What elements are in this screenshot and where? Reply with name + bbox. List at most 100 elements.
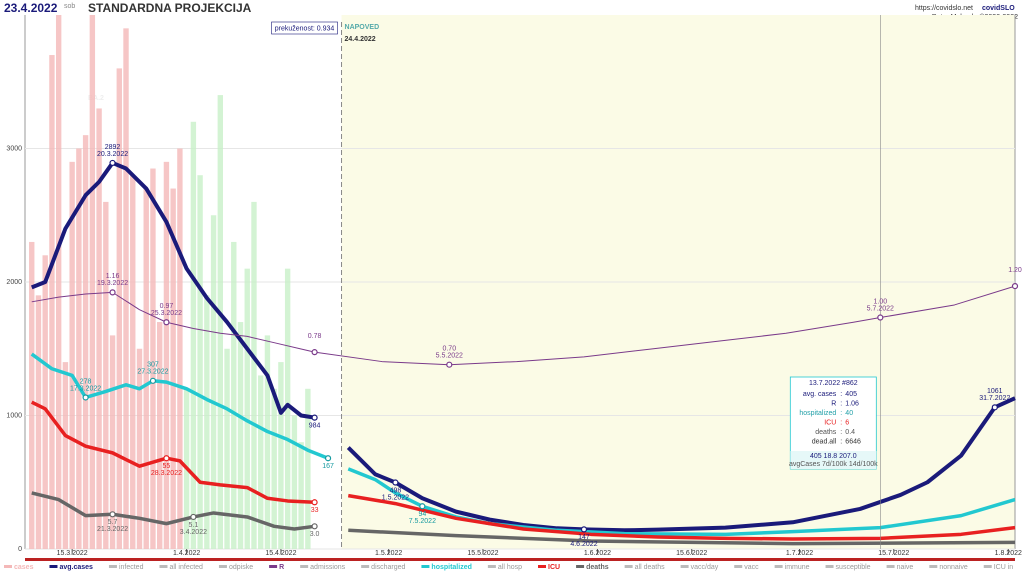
title: STANDARDNA PROJEKCIJA — [88, 1, 252, 15]
legend-swatch — [487, 565, 496, 568]
case-bar — [35, 295, 42, 549]
annotation-dot — [446, 361, 453, 368]
x-tick-label: 15.6.2022 — [676, 550, 707, 557]
legend-label: naive — [897, 564, 914, 571]
infobox-value: 6 — [845, 419, 849, 426]
legend-swatch — [825, 565, 834, 568]
annotation-date: 5.7.2022 — [867, 305, 894, 312]
case-bar — [116, 68, 122, 550]
brand: covidSLO — [982, 5, 1015, 12]
case-bar — [177, 148, 183, 549]
legend-label: infected — [119, 564, 144, 571]
case-bar — [143, 188, 149, 550]
y-tick-label: 0 — [18, 546, 22, 553]
legend-label: vacc/day — [691, 564, 719, 571]
x-tick-label: 1.6.2022 — [584, 550, 611, 557]
legend-label: ICU — [548, 564, 560, 571]
case-bar — [123, 28, 129, 550]
legend-label: avg.cases — [59, 564, 93, 571]
case-bar — [82, 135, 89, 549]
annotation-dot — [109, 289, 116, 296]
annotation-date: 21.3.2022 — [97, 526, 128, 533]
legend-swatch — [421, 565, 430, 568]
legend-label: immune — [785, 564, 810, 571]
annotation-dot — [877, 314, 884, 321]
annotation-value: 5.7 — [108, 519, 118, 526]
legend-label: odpiske — [229, 564, 253, 571]
forecast-label: NAPOVED — [345, 24, 380, 31]
annotation-date: 20.3.2022 — [97, 151, 128, 158]
case-bar — [89, 15, 96, 549]
infobox-value: 1.06 — [845, 400, 859, 407]
legend-label: all deaths — [635, 564, 665, 571]
legend-label: hospitalized — [431, 564, 471, 571]
legend-swatch — [269, 565, 278, 568]
legend-label: deaths — [586, 564, 609, 571]
annotation-date: 3.4.2022 — [180, 529, 207, 536]
case-bar — [284, 268, 291, 549]
case-bar — [150, 168, 156, 549]
annotation-value: 1.16 — [106, 273, 120, 280]
case-bar — [42, 255, 48, 550]
legend-label: ICU in — [994, 564, 1014, 571]
infobox-value: 0.4 — [845, 429, 855, 436]
infobox-label: avg. cases — [803, 391, 837, 398]
annotation-date: 1.5.2022 — [382, 494, 409, 501]
case-bar — [197, 175, 203, 549]
annotation-dot — [109, 511, 116, 518]
legend-label: discharged — [371, 564, 405, 571]
annotation-dot — [109, 159, 116, 167]
annotation-date: 19.3.2022 — [97, 280, 128, 287]
infobox-summary-bg — [790, 451, 877, 469]
variant-label: BA.2 — [88, 95, 104, 102]
infobox-note: avgCases 7d/100k 14d/100k — [789, 461, 878, 468]
infobox-sep: : — [840, 391, 842, 398]
infobox-label: dead.all — [812, 438, 837, 445]
infobox-sep: : — [840, 400, 842, 407]
x-tick-label: 1.4.2022 — [173, 550, 200, 557]
case-bar — [217, 95, 223, 549]
infobox-sep: : — [840, 410, 842, 417]
annotation-date: 4.6.2022 — [570, 541, 597, 548]
infobox-label: hospitalized — [799, 410, 836, 417]
legend-swatch — [4, 565, 12, 568]
annotation-value: 984 — [309, 422, 321, 429]
case-bar — [163, 161, 170, 549]
case-bar — [278, 362, 284, 549]
prevalence: prekuženost: 0.934 — [275, 25, 335, 32]
legend-swatch — [624, 565, 633, 568]
legend-swatch — [983, 565, 992, 568]
prevalence-box — [271, 21, 338, 35]
annotation-value: 0.70 — [442, 346, 456, 353]
annotation-value: 0.78 — [308, 333, 322, 340]
y-tick-label: 1000 — [6, 412, 22, 419]
date: 23.4.2022 — [4, 1, 58, 15]
url: https://covidslo.net — [915, 5, 973, 12]
case-bar — [69, 161, 75, 549]
annotation-value: 94 — [418, 511, 426, 518]
annotation-value: 1.20 — [1008, 267, 1022, 274]
case-bar — [305, 388, 311, 549]
legend-swatch — [218, 565, 227, 568]
legend-swatch — [159, 565, 168, 568]
legend-label: all hosp — [498, 564, 522, 571]
annotation-dot — [991, 404, 998, 411]
annotation-dot — [311, 414, 318, 421]
annotation-dot — [82, 394, 89, 401]
legend-swatch — [576, 565, 585, 568]
annotation-date: 7.5.2022 — [409, 518, 436, 525]
annotation-date: 28.3.2022 — [151, 470, 182, 477]
legend-swatch — [774, 565, 783, 568]
annotation-dot — [311, 523, 318, 530]
legend-label: cases — [14, 564, 34, 571]
case-bar — [29, 241, 35, 549]
legend-swatch — [361, 565, 370, 568]
x-tick-label: 15.7.2022 — [878, 550, 909, 557]
weekday: sob — [64, 3, 75, 10]
legend-swatch — [929, 565, 938, 568]
infobox-sep: : — [840, 419, 842, 426]
case-bar — [224, 348, 230, 549]
annotation-dot — [311, 349, 318, 356]
x-axis-band — [25, 558, 1015, 561]
